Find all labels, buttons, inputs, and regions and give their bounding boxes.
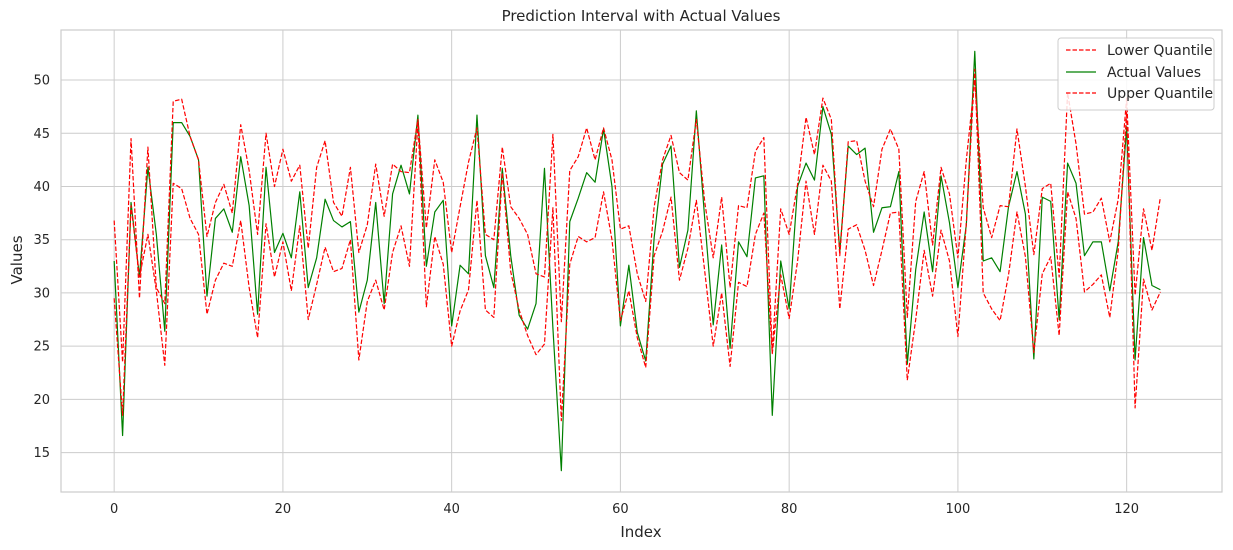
y-tick-label: 45 [33,127,50,142]
series-line-actual-values [113,50,1161,472]
chart-title: Prediction Interval with Actual Values [502,7,781,25]
y-tick-label: 20 [33,393,50,408]
y-tick-label: 35 [33,233,50,248]
y-tick-label: 40 [33,180,50,195]
legend: Lower Quantile Actual Values Upper Quant… [1057,37,1215,111]
x-tick-label: 60 [612,502,629,517]
y-tick-labels: 15 20 25 30 35 40 45 50 [33,74,50,462]
legend-label-upper-quantile: Upper Quantile [1107,86,1213,102]
series-line-upper-quantile [113,79,1162,363]
x-tick-labels: 0 20 40 60 80 100 120 [110,502,1139,517]
x-tick-label: 40 [443,502,460,517]
x-tick-label: 120 [1114,502,1139,517]
legend-label-lower-quantile: Lower Quantile [1107,43,1213,59]
y-axis-label: Values [8,235,26,284]
series-layer [113,50,1162,472]
legend-label-actual-values: Actual Values [1107,65,1201,81]
x-axis-label: Index [620,523,661,541]
legend-box [1057,37,1215,111]
y-tick-label: 30 [33,286,50,301]
x-tick-label: 0 [110,502,118,517]
x-tick-label: 100 [945,502,970,517]
y-tick-label: 15 [33,446,50,461]
x-tick-label: 80 [781,502,798,517]
series-line-lower-quantile [113,68,1161,422]
y-tick-label: 50 [33,74,50,89]
x-tick-label: 20 [275,502,292,517]
plot-frame [60,29,1223,493]
y-tick-label: 25 [33,340,50,355]
grid [61,30,1222,492]
